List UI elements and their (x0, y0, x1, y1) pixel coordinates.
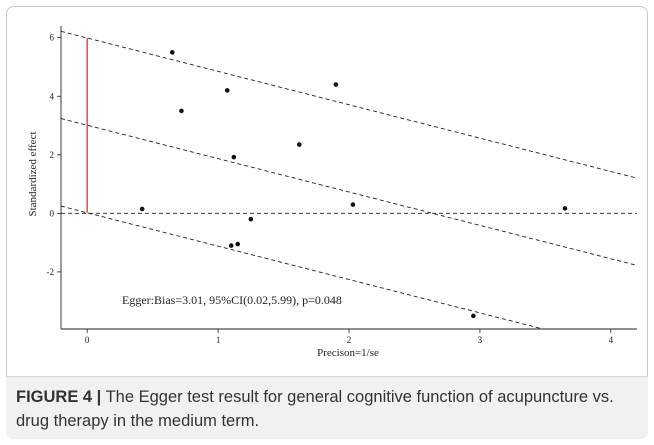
study-point (231, 154, 237, 160)
y-tick-label: 6 (50, 33, 55, 43)
y-axis-title: Standardized effect (27, 131, 39, 216)
caption-text: The Egger test result for general cognit… (16, 388, 614, 430)
egger-plot: 0 1 2 3 4 -2 0 2 4 6 Egger:Bias=3.01, 95%CI(0.02,… (27, 26, 637, 359)
y-tick-label: 4 (50, 91, 55, 101)
ci-lower-line (61, 205, 545, 329)
study-point (562, 206, 568, 211)
study-point (139, 206, 145, 212)
study-point (169, 50, 175, 55)
y-tick-label: -2 (47, 267, 55, 277)
study-point (248, 216, 254, 222)
marks (61, 30, 637, 329)
plot-lines (61, 30, 637, 329)
study-point (235, 241, 241, 247)
caption-box (6, 376, 648, 439)
y-tick-label: 2 (50, 150, 55, 160)
x-tick-label: 4 (609, 335, 614, 345)
egger-annotation: Egger:Bias=3.01, 95%CI(0.02,5.99), p=0.0… (122, 293, 342, 307)
study-point (224, 88, 230, 93)
study-point (471, 313, 476, 319)
study-point (350, 202, 356, 207)
regression-line (61, 118, 637, 266)
caption-label: FIGURE 4 | (16, 388, 102, 406)
x-tick-label: 2 (347, 335, 352, 345)
x-tick-label: 1 (216, 335, 221, 345)
figure-frame (6, 6, 648, 439)
y-tick-label: 0 (50, 208, 55, 218)
figure-caption: FIGURE 4 | The Egger test result for gen… (16, 385, 641, 433)
study-point (179, 108, 184, 114)
study-point (333, 82, 339, 87)
study-point (296, 142, 302, 147)
study-point (228, 243, 234, 248)
x-axis-title: Precison=1/se (317, 347, 379, 359)
x-tick-label: 0 (85, 335, 90, 345)
ci-upper-line (61, 30, 637, 179)
x-tick-label: 3 (478, 335, 483, 345)
axes: 0 1 2 3 4 -2 0 2 4 6 (47, 26, 637, 345)
